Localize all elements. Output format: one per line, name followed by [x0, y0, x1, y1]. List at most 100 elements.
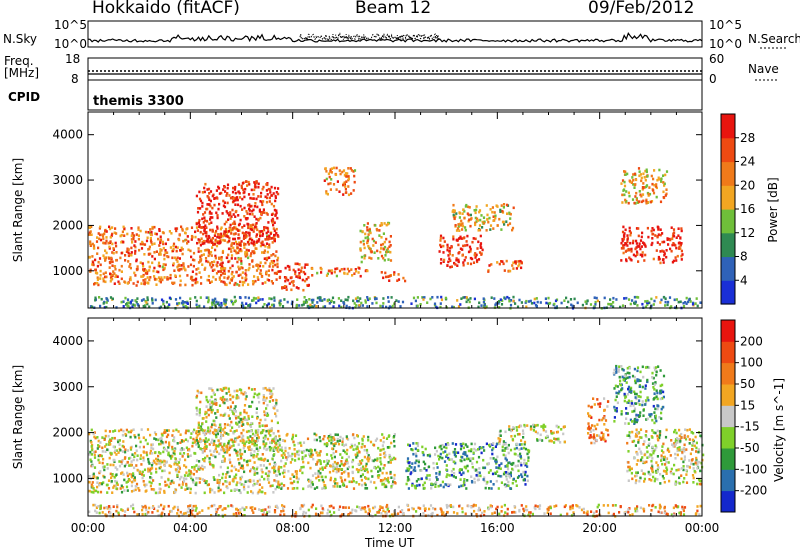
data-cell — [602, 435, 605, 438]
data-cell — [431, 296, 434, 299]
data-cell — [161, 434, 164, 437]
data-cell — [279, 270, 282, 273]
data-cell — [252, 251, 256, 255]
data-cell — [172, 248, 175, 251]
data-cell — [132, 472, 135, 475]
data-cell — [412, 442, 415, 445]
data-cell — [638, 190, 641, 193]
data-cell — [271, 261, 275, 265]
data-cell — [160, 439, 163, 443]
data-cell — [265, 442, 268, 445]
data-cell — [250, 204, 253, 208]
data-cell — [103, 232, 106, 236]
data-cell — [174, 274, 177, 277]
data-cell — [651, 382, 655, 385]
data-cell — [563, 440, 566, 444]
data-cell — [563, 425, 566, 428]
data-cell — [393, 473, 396, 477]
data-cell — [248, 212, 252, 216]
data-cell — [509, 217, 512, 220]
data-cell — [364, 299, 367, 302]
data-cell — [179, 296, 182, 300]
data-cell — [201, 217, 204, 221]
data-cell — [255, 411, 258, 415]
data-cell — [623, 188, 626, 191]
data-cell — [516, 476, 520, 479]
data-cell — [197, 423, 200, 427]
data-cell — [158, 437, 161, 441]
data-cell — [275, 401, 278, 405]
data-cell — [482, 297, 485, 300]
data-cell — [622, 368, 625, 372]
data-cell — [273, 404, 277, 408]
data-cell — [235, 227, 238, 231]
data-cell — [134, 485, 137, 488]
data-cell — [144, 299, 147, 303]
data-cell — [201, 201, 204, 205]
data-cell — [167, 478, 170, 482]
data-cell — [439, 261, 443, 265]
data-cell — [317, 469, 320, 473]
data-cell — [382, 297, 385, 300]
data-cell — [636, 379, 639, 383]
data-cell — [238, 243, 241, 246]
data-cell — [641, 231, 644, 235]
data-cell — [223, 423, 227, 426]
data-cell — [93, 431, 96, 434]
data-cell — [614, 384, 617, 388]
data-cell — [203, 186, 206, 190]
data-cell — [379, 439, 382, 442]
data-cell — [344, 188, 347, 191]
data-cell — [367, 237, 370, 241]
data-cell — [259, 234, 262, 238]
data-cell — [355, 481, 358, 484]
data-cell — [158, 491, 161, 494]
data-cell — [342, 169, 346, 172]
data-cell — [294, 272, 297, 276]
data-cell — [310, 298, 313, 302]
data-cell — [163, 491, 166, 494]
data-cell — [498, 217, 501, 221]
data-cell — [211, 488, 214, 492]
data-cell — [650, 229, 653, 233]
data-cell — [272, 387, 275, 390]
data-cell — [351, 274, 354, 277]
data-cell — [308, 449, 311, 452]
data-cell — [113, 436, 116, 440]
data-cell — [201, 242, 204, 246]
data-cell — [109, 236, 112, 239]
data-cell — [468, 245, 472, 249]
data-cell — [459, 468, 462, 471]
data-cell — [115, 453, 118, 456]
data-cell — [174, 490, 177, 494]
data-cell — [91, 474, 94, 477]
data-cell — [234, 405, 237, 408]
data-cell — [327, 459, 330, 463]
data-cell — [440, 245, 443, 249]
data-cell — [665, 192, 668, 196]
data-cell — [275, 272, 278, 275]
data-cell — [89, 270, 92, 273]
data-cell — [536, 431, 539, 435]
data-cell — [640, 176, 643, 180]
data-cell — [452, 235, 455, 238]
data-cell — [507, 484, 510, 488]
data-cell — [218, 481, 221, 484]
data-cell — [469, 250, 472, 253]
data-cell — [223, 281, 226, 285]
data-cell — [257, 267, 260, 270]
data-cell — [239, 439, 242, 443]
data-cell — [98, 471, 101, 475]
data-cell — [409, 472, 412, 476]
data-cell — [239, 477, 242, 481]
data-cell — [314, 448, 317, 452]
data-cell — [150, 241, 153, 244]
data-cell — [238, 425, 241, 428]
data-cell — [140, 299, 144, 302]
data-cell — [485, 204, 488, 207]
data-cell — [135, 233, 138, 236]
data-cell — [612, 305, 615, 308]
data-cell — [249, 459, 252, 462]
data-cell — [135, 464, 138, 467]
data-cell — [234, 468, 238, 471]
